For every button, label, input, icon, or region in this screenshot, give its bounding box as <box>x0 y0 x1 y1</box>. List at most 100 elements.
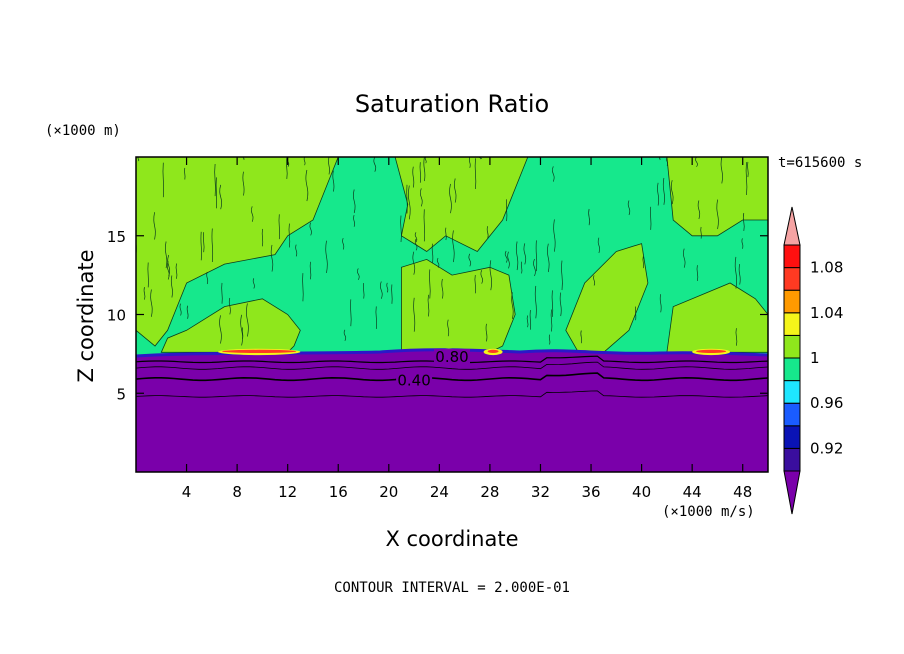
colorbar-tick-label: 0.92 <box>810 439 843 457</box>
x-tick-label: 4 <box>182 483 192 501</box>
contour-streak <box>175 263 178 279</box>
contour-streak <box>700 226 702 239</box>
supersaturated-patch <box>160 298 301 353</box>
colorbar-over-arrow <box>783 206 801 246</box>
contour-streak <box>211 228 214 263</box>
contour-streak <box>408 185 411 220</box>
contour-streak <box>659 294 662 313</box>
contour-streak <box>553 219 556 252</box>
contour-streak <box>526 315 529 328</box>
contour-streak <box>529 310 532 330</box>
contour-streak <box>533 258 536 277</box>
contour-streak <box>357 268 360 280</box>
colorbar-bin <box>783 380 801 404</box>
colorbar-bin <box>783 447 801 472</box>
contour-streak <box>696 265 699 281</box>
colorbar-bin <box>783 289 801 314</box>
lower-layer-fill <box>136 349 768 472</box>
contour-streak <box>302 273 304 302</box>
x-tick-label: 40 <box>632 483 651 501</box>
contour-streak <box>720 157 723 184</box>
contour-streak <box>580 330 583 344</box>
contour-streak <box>240 314 243 346</box>
contour-streak <box>179 303 182 316</box>
contour-streak <box>474 275 477 294</box>
contour-streak <box>666 157 669 166</box>
hotspot-inner <box>487 349 499 353</box>
contour-streak <box>505 199 508 222</box>
colorbar-tick-label: 1 <box>810 349 820 367</box>
contour-streak <box>147 262 149 288</box>
y-tick-label: 15 <box>107 228 126 246</box>
contour-streak <box>697 200 701 220</box>
contour-streak <box>305 169 309 202</box>
contour-streak <box>414 232 418 243</box>
contour-line <box>136 372 768 382</box>
supersaturated-patch <box>394 157 529 253</box>
x-tick-label: 16 <box>329 483 348 501</box>
supersaturated-patch <box>565 243 649 353</box>
y-axis: 5 10 15 <box>107 228 768 403</box>
contour-streak <box>431 243 434 263</box>
contour-streak <box>215 177 218 209</box>
contour-streak <box>423 157 426 182</box>
contour-streak <box>449 183 452 214</box>
x-tick-label: 24 <box>430 483 449 501</box>
contour-streak <box>561 260 563 291</box>
time-label: t=615600 s <box>778 155 862 171</box>
contour-streak <box>486 226 489 239</box>
contour-streak <box>278 214 281 240</box>
colorbar-bin <box>783 267 801 291</box>
contour-streak <box>650 206 652 230</box>
contour-streak <box>342 237 345 250</box>
chart-title: Saturation Ratio <box>355 90 549 118</box>
contour-streak <box>350 299 352 327</box>
contour-streak <box>523 243 527 265</box>
contour-streak <box>362 283 365 299</box>
contour-streak <box>202 232 205 253</box>
contour-streak <box>504 250 508 263</box>
contour-streak <box>165 241 168 269</box>
contour-streak <box>588 208 590 226</box>
hotspot-inner <box>696 349 727 353</box>
supersaturated-patch <box>666 282 768 353</box>
contour-streak <box>261 228 264 247</box>
contour-streak <box>468 253 472 267</box>
colorbar-under-arrow <box>783 470 801 515</box>
colorbar-bin <box>783 402 801 427</box>
contour-streak <box>270 244 274 272</box>
contour-streak <box>534 285 537 319</box>
contour-streak <box>445 227 447 241</box>
contour-streak <box>206 271 209 285</box>
contour-streak <box>480 270 483 284</box>
contour-label-bg <box>434 349 470 365</box>
contour-streak <box>286 157 288 179</box>
y-tick-label: 10 <box>107 307 126 325</box>
contour-streak <box>353 189 356 214</box>
contour-streak <box>683 248 686 268</box>
contour-streak <box>515 241 519 271</box>
x-tick-label: 32 <box>531 483 550 501</box>
contour-streak <box>228 297 231 315</box>
x-tick-label: 8 <box>232 483 242 501</box>
x-tick-label: 28 <box>480 483 499 501</box>
contour-streak <box>219 315 222 344</box>
x-unit-label: (×1000 m/s) <box>662 504 755 520</box>
contour-streak <box>353 214 356 227</box>
contour-streak <box>742 212 745 231</box>
contour-streak <box>413 297 416 332</box>
contour-streak <box>420 188 423 207</box>
contour-streak <box>550 309 553 332</box>
supersaturated-patch <box>666 157 768 237</box>
contour-streak <box>747 161 749 178</box>
colorbar-tick-label: 1.08 <box>810 259 843 277</box>
contour-streak <box>423 209 426 242</box>
contour-streak <box>427 294 430 317</box>
contour-streak <box>328 157 330 175</box>
x-axis: 4 8 12 16 20 24 28 32 36 40 44 48 <box>182 157 752 501</box>
colorbar-bin <box>783 334 801 359</box>
contour-streak <box>436 257 440 268</box>
contour-streak <box>295 244 298 257</box>
contour-streak <box>441 278 444 299</box>
